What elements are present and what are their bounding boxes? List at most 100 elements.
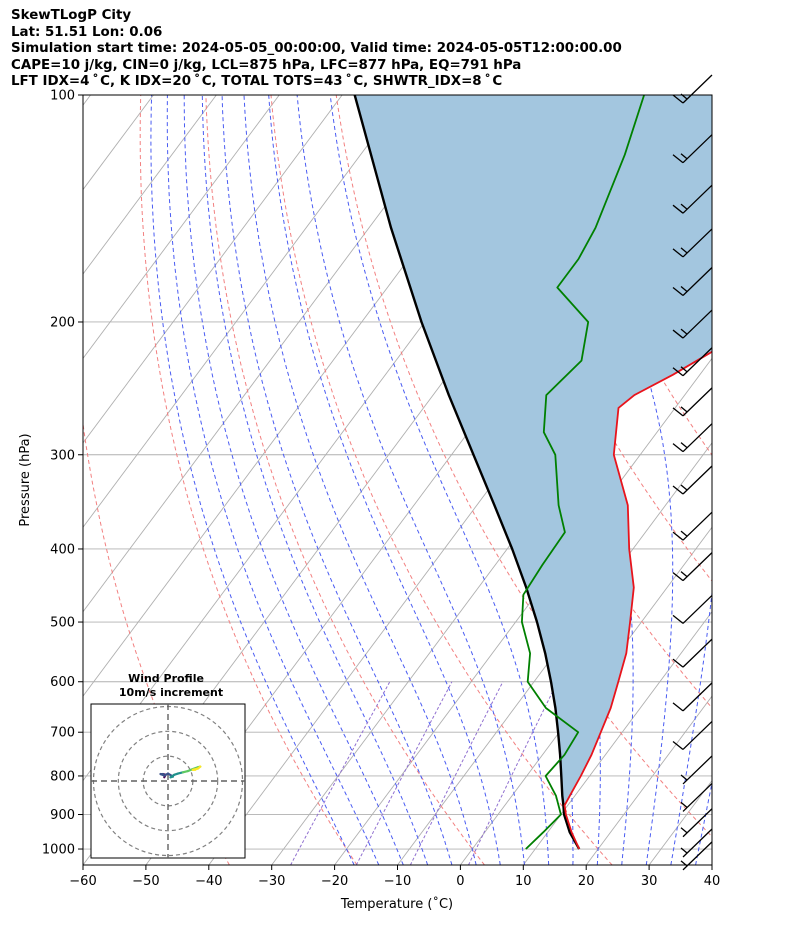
wind-barb — [672, 465, 713, 495]
wind-barb — [672, 511, 713, 541]
wind-barb-staff — [682, 755, 713, 785]
wind-barb — [680, 782, 713, 812]
dry-adiabat — [400, 95, 712, 709]
moist-adiabat — [243, 95, 477, 865]
y-tick-label: 900 — [50, 808, 75, 823]
y-tick-label: 700 — [50, 726, 75, 741]
axis-layer: −60 −50 −40 −30 −20 −10 0 10 20 30 40 100 200 300 400 5… — [42, 89, 720, 890]
wind-barb — [672, 638, 713, 668]
wind-barb-half-flag — [680, 484, 688, 491]
isotherm-line — [460, 526, 712, 865]
wind-barb-half-flag — [680, 774, 688, 781]
moist-adiabat — [201, 95, 429, 865]
wind-barb-flag — [672, 286, 684, 296]
y-tick-label: 400 — [50, 542, 75, 557]
x-tick-label: −20 — [321, 874, 348, 889]
inset-title: Wind Profile — [128, 672, 204, 685]
hodograph-ring — [117, 730, 219, 832]
chart-header: SkewTLogP City Lat: 51.51 Lon: 0.06 Simu… — [11, 8, 622, 91]
x-tick-label: −10 — [384, 874, 411, 889]
y-tick-label: 500 — [50, 616, 75, 631]
moist-adiabat — [329, 95, 550, 865]
isotherm-line — [397, 442, 712, 865]
isotherm-line — [711, 864, 712, 865]
x-tick-label: −50 — [132, 874, 159, 889]
wind-barb-staff — [682, 808, 713, 838]
wind-barb-half-flag — [680, 366, 688, 373]
wind-barb — [680, 755, 713, 785]
wind-barb-layer — [672, 74, 713, 871]
wind-barb-half-flag — [680, 406, 688, 413]
wind-barb-staff — [682, 74, 713, 104]
moist-adiabat — [221, 95, 453, 865]
wind-barb — [672, 347, 713, 377]
wind-barb-half-flag — [680, 247, 688, 254]
wind-barb — [672, 184, 713, 214]
wind-barb-half-flag — [680, 847, 688, 854]
dewpoint-line — [521, 95, 645, 850]
wind-barb-half-flag — [680, 153, 688, 160]
wind-barb-staff — [682, 594, 713, 624]
wind-barb-flag — [672, 407, 684, 417]
wind-barb-half-flag — [680, 203, 688, 210]
wind-barb-half-flag — [680, 827, 688, 834]
wind-barb — [680, 808, 713, 838]
x-tick-label: 10 — [515, 874, 532, 889]
wind-barb-staff — [682, 511, 713, 541]
x-tick-label: 20 — [578, 874, 595, 889]
profile-layer — [353, 95, 712, 850]
location-line: Lat: 51.51 Lon: 0.06 — [11, 24, 163, 40]
isotherm-line — [775, 95, 794, 865]
mixing-ratio-line — [468, 681, 558, 865]
wind-barb-staff — [682, 423, 713, 453]
isotherm-line — [83, 95, 406, 529]
wind-barb-flag — [672, 94, 684, 104]
x-tick-label: −30 — [258, 874, 285, 889]
cape-line: CAPE=10 j/kg, CIN=0 j/kg, LCL=875 hPa, L… — [11, 57, 522, 73]
wind-barb-staff — [682, 309, 713, 339]
dry-adiabat — [727, 95, 794, 865]
wind-barb-flag — [672, 531, 684, 541]
wind-barb-flag — [672, 485, 684, 495]
isotherm-line — [83, 95, 280, 360]
y-axis-label: Pressure (hPa) — [18, 433, 33, 526]
wind-barb-staff — [682, 720, 713, 750]
moist-adiabat — [150, 95, 355, 865]
wind-barb-staff — [682, 387, 713, 417]
wind-barb-staff — [682, 841, 713, 871]
cape-shading — [354, 95, 712, 849]
wind-profile-inset: Wind Profile 10m/s increment — [90, 672, 246, 859]
dry-adiabat — [205, 95, 485, 865]
wind-barb-flag — [672, 154, 684, 164]
dry-adiabat — [139, 95, 358, 865]
y-tick-label: 300 — [50, 448, 75, 463]
wind-barb-half-flag — [680, 328, 688, 335]
x-tick-label: 40 — [704, 874, 721, 889]
y-tick-label: 600 — [50, 675, 75, 690]
wind-barb-flag — [672, 329, 684, 339]
wind-barb-staff — [682, 552, 713, 582]
wind-barb — [672, 594, 713, 624]
index-line: LFT IDX=4 ˚ C, K IDX=20 ˚ C, TOTAL TOTS=… — [11, 74, 503, 90]
x-tick-label: −60 — [69, 874, 96, 889]
isotherm-line — [585, 695, 712, 865]
wind-barb-flag — [672, 740, 684, 750]
mixing-ratio-line — [355, 681, 453, 865]
dry-adiabat — [270, 95, 613, 865]
parcel-line — [353, 95, 581, 850]
y-tick-label: 1000 — [42, 843, 75, 858]
wind-barb — [672, 134, 713, 164]
mixing-ratio-line — [290, 681, 391, 865]
wind-barb-flag — [672, 443, 684, 453]
moist-adiabat — [546, 95, 674, 865]
wind-barb-staff — [682, 638, 713, 668]
wind-barb-staff — [682, 228, 713, 258]
moist-adiabat — [268, 95, 501, 865]
wind-barb-staff — [682, 828, 713, 858]
isotherm-line — [522, 610, 712, 865]
wind-barb — [672, 228, 713, 258]
x-axis-label: Temperature (˚C) — [340, 896, 453, 912]
mixing-ratio-line — [409, 681, 504, 865]
moist-adiabat — [637, 95, 712, 865]
